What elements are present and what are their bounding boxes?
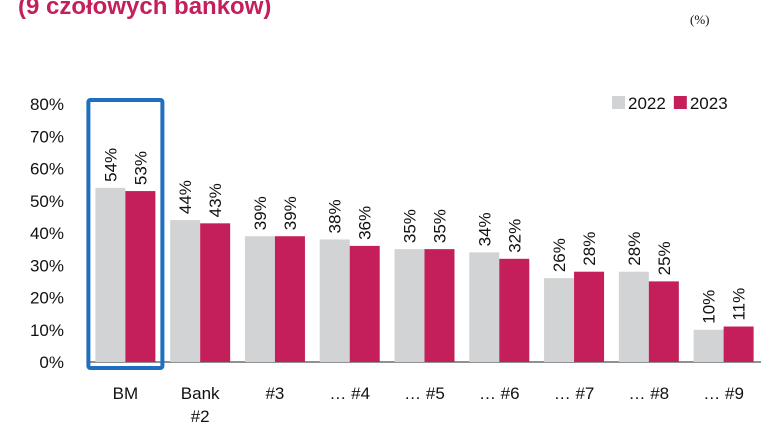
value-label: 11% — [730, 288, 749, 321]
value-label: 43% — [206, 183, 225, 217]
x-tick-label: … #7 — [553, 384, 595, 403]
bar — [723, 326, 754, 362]
bar — [544, 278, 575, 362]
bar — [574, 271, 605, 362]
value-label: 39% — [281, 196, 300, 230]
bar — [499, 258, 530, 362]
value-label: 10% — [700, 290, 719, 324]
x-tick-label: … #8 — [628, 384, 670, 403]
legend-swatch — [612, 96, 625, 109]
bar — [693, 329, 724, 362]
value-label: 32% — [505, 219, 524, 253]
y-tick-label: 60% — [30, 160, 64, 179]
legend-label: 2023 — [690, 94, 728, 113]
value-label: 25% — [655, 241, 674, 275]
x-tick-label: #3 — [265, 384, 285, 403]
value-label: 34% — [475, 212, 494, 246]
value-label: 54% — [101, 148, 120, 182]
bar — [349, 245, 380, 362]
value-label: 38% — [326, 199, 345, 233]
value-label: 28% — [625, 232, 644, 266]
value-label: 36% — [356, 206, 375, 240]
bar — [274, 236, 305, 362]
highlight-box — [86, 98, 165, 370]
bar — [618, 271, 649, 362]
value-label: 35% — [431, 209, 450, 243]
value-label: 35% — [401, 209, 420, 243]
y-tick-label: 50% — [30, 192, 64, 211]
x-tick-label: … #4 — [329, 384, 371, 403]
bar — [200, 223, 231, 362]
unit-note: (%) — [690, 12, 710, 27]
value-label: 44% — [176, 180, 195, 214]
y-tick-label: 80% — [30, 95, 64, 114]
value-label: 26% — [550, 238, 569, 272]
x-tick-label: Bank #2 — [180, 384, 220, 426]
legend-label: 2022 — [628, 94, 666, 113]
bar — [319, 239, 350, 362]
bar — [244, 236, 275, 362]
bar — [469, 252, 500, 362]
bar — [125, 191, 156, 362]
y-tick-label: 10% — [30, 321, 64, 340]
chart-title: (9 czołowych banków) — [18, 0, 271, 20]
y-tick-label: 30% — [30, 256, 64, 275]
x-tick-label: … #5 — [404, 384, 445, 403]
bar — [648, 281, 679, 362]
y-tick-label: 20% — [30, 289, 64, 308]
y-tick-label: 70% — [30, 127, 64, 146]
x-tick-label: … #6 — [478, 384, 520, 403]
bar — [424, 249, 455, 362]
bar — [170, 220, 201, 362]
bar — [394, 249, 425, 362]
legend-swatch — [673, 96, 687, 109]
y-tick-label: 0% — [39, 353, 64, 372]
value-label: 53% — [131, 151, 150, 185]
x-tick-label: BM — [112, 384, 139, 403]
y-tick-label: 40% — [30, 224, 64, 243]
x-tick-label: … #9 — [703, 384, 744, 403]
bar — [95, 187, 126, 362]
value-label: 39% — [251, 196, 270, 230]
value-label: 28% — [580, 232, 599, 266]
